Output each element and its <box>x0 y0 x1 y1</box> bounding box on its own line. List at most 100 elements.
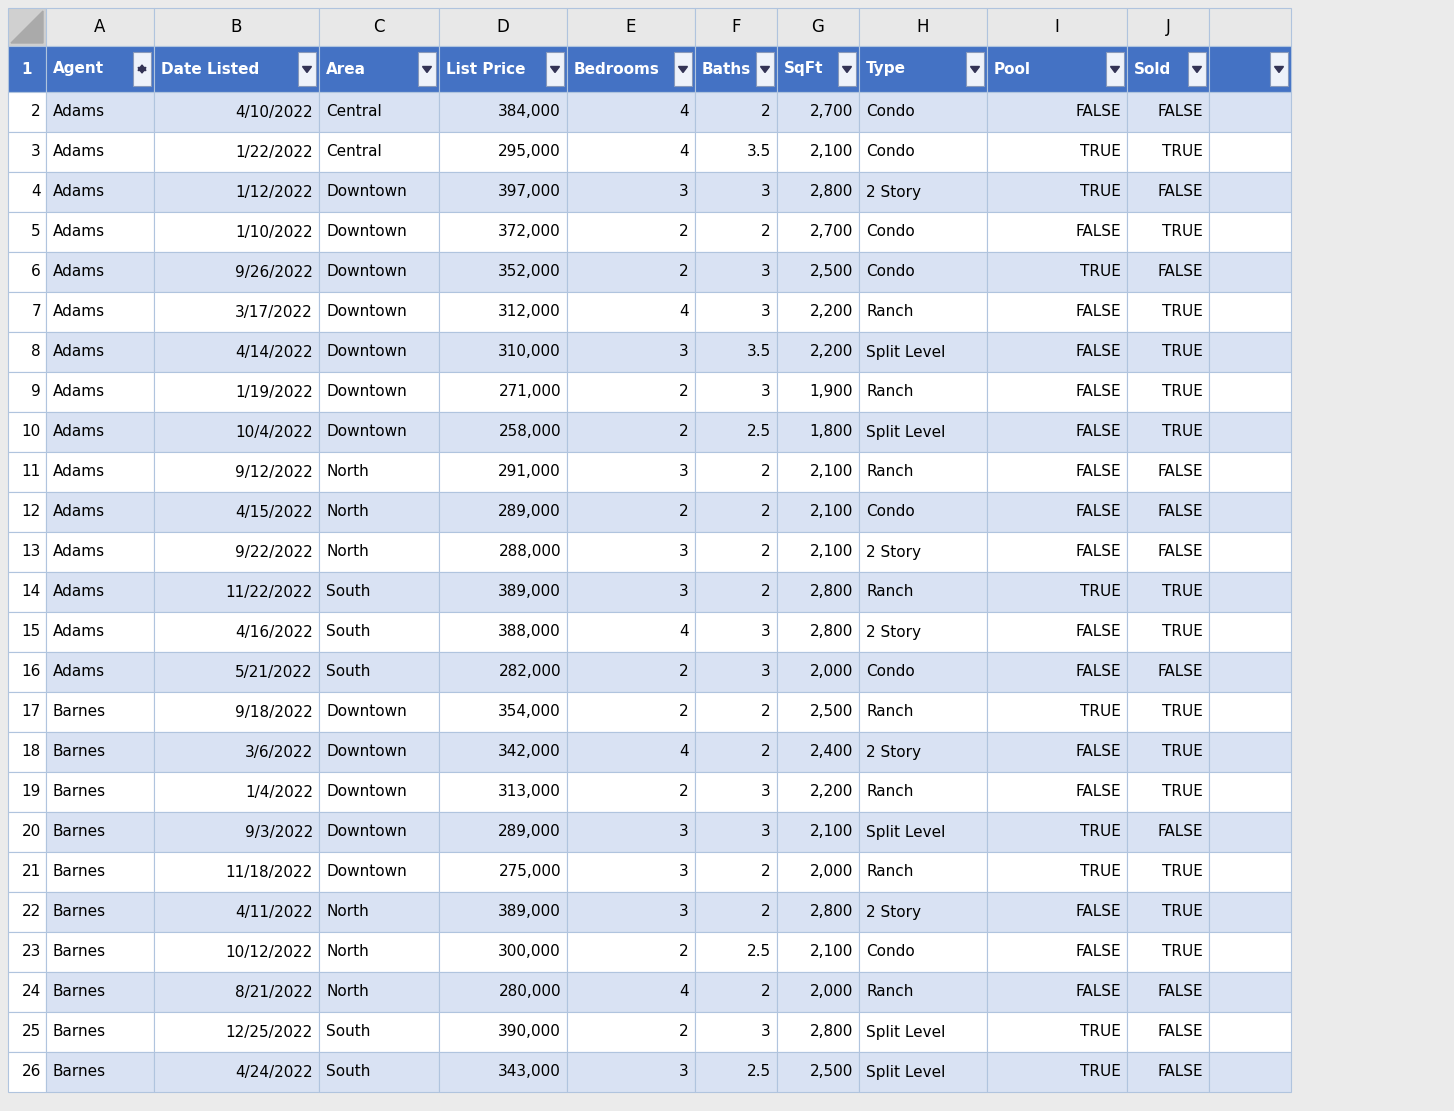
Text: 4: 4 <box>679 624 689 640</box>
Text: Barnes: Barnes <box>52 1024 106 1040</box>
Bar <box>47 492 154 532</box>
Bar <box>1208 772 1291 812</box>
Text: FALSE: FALSE <box>1076 984 1121 1000</box>
Bar <box>154 732 318 772</box>
Text: 3: 3 <box>762 1024 771 1040</box>
Text: TRUE: TRUE <box>1080 184 1121 200</box>
Text: TRUE: TRUE <box>1080 1024 1121 1040</box>
Text: 2: 2 <box>679 424 689 440</box>
Bar <box>859 692 987 732</box>
Bar <box>567 772 695 812</box>
Bar <box>154 652 318 692</box>
Bar <box>47 1012 154 1052</box>
Bar <box>859 452 987 492</box>
Text: 16: 16 <box>22 664 41 680</box>
Bar <box>695 1052 776 1092</box>
Text: 25: 25 <box>22 1024 41 1040</box>
Bar <box>567 452 695 492</box>
Polygon shape <box>970 67 980 72</box>
Bar <box>547 52 564 86</box>
Bar <box>859 412 987 452</box>
Text: FALSE: FALSE <box>1157 1024 1202 1040</box>
Text: TRUE: TRUE <box>1162 864 1202 880</box>
Bar <box>318 172 439 212</box>
Text: FALSE: FALSE <box>1076 384 1121 400</box>
Text: Barnes: Barnes <box>52 984 106 1000</box>
Bar <box>776 92 859 132</box>
Text: 389,000: 389,000 <box>499 904 561 920</box>
Text: Downtown: Downtown <box>326 824 407 840</box>
Text: Barnes: Barnes <box>52 1064 106 1080</box>
Text: 291,000: 291,000 <box>499 464 561 480</box>
Bar <box>695 692 776 732</box>
Text: 3: 3 <box>679 544 689 560</box>
Text: Adams: Adams <box>52 504 105 520</box>
Text: 9/12/2022: 9/12/2022 <box>236 464 313 480</box>
Bar <box>695 332 776 372</box>
Bar <box>567 572 695 612</box>
Text: C: C <box>374 18 385 36</box>
Bar <box>9 46 47 92</box>
Bar <box>47 652 154 692</box>
Text: 4/24/2022: 4/24/2022 <box>236 1064 313 1080</box>
Text: Adams: Adams <box>52 184 105 200</box>
Bar <box>1127 772 1208 812</box>
Bar <box>439 852 567 892</box>
Bar <box>9 172 47 212</box>
Bar <box>318 692 439 732</box>
Text: 2: 2 <box>679 704 689 720</box>
Bar <box>859 332 987 372</box>
Bar <box>9 1012 47 1052</box>
Bar <box>9 8 47 46</box>
Bar <box>47 812 154 852</box>
Text: 2,500: 2,500 <box>810 264 853 280</box>
Bar <box>439 932 567 972</box>
Bar <box>859 612 987 652</box>
Bar <box>439 412 567 452</box>
Bar <box>1127 172 1208 212</box>
Text: TRUE: TRUE <box>1080 144 1121 160</box>
Text: FALSE: FALSE <box>1076 904 1121 920</box>
Bar <box>439 172 567 212</box>
Text: TRUE: TRUE <box>1080 264 1121 280</box>
Bar <box>439 972 567 1012</box>
Text: 3: 3 <box>31 144 41 160</box>
Text: 372,000: 372,000 <box>499 224 561 240</box>
Bar <box>9 972 47 1012</box>
Text: TRUE: TRUE <box>1080 704 1121 720</box>
Bar <box>47 732 154 772</box>
Bar <box>776 972 859 1012</box>
Bar <box>695 492 776 532</box>
Text: Condo: Condo <box>867 664 915 680</box>
Text: 4: 4 <box>32 184 41 200</box>
Bar <box>154 972 318 1012</box>
Bar <box>439 46 567 92</box>
Text: 271,000: 271,000 <box>499 384 561 400</box>
Bar <box>318 812 439 852</box>
Text: TRUE: TRUE <box>1162 344 1202 360</box>
Bar <box>695 732 776 772</box>
Bar <box>838 52 856 86</box>
Bar <box>1127 692 1208 732</box>
Bar <box>1208 932 1291 972</box>
Polygon shape <box>138 68 145 73</box>
Bar <box>1127 46 1208 92</box>
Bar <box>439 1012 567 1052</box>
Bar <box>154 452 318 492</box>
Bar <box>439 372 567 412</box>
Text: 1/19/2022: 1/19/2022 <box>236 384 313 400</box>
Bar <box>859 212 987 252</box>
Text: 26: 26 <box>22 1064 41 1080</box>
Bar <box>47 572 154 612</box>
Bar <box>318 892 439 932</box>
Text: 2: 2 <box>762 504 771 520</box>
Text: Condo: Condo <box>867 144 915 160</box>
Text: 2,800: 2,800 <box>810 584 853 600</box>
Text: Downtown: Downtown <box>326 224 407 240</box>
Bar <box>776 572 859 612</box>
Bar <box>1208 92 1291 132</box>
Text: 282,000: 282,000 <box>499 664 561 680</box>
Text: 2 Story: 2 Story <box>867 744 920 760</box>
Text: North: North <box>326 944 369 960</box>
Bar <box>439 772 567 812</box>
